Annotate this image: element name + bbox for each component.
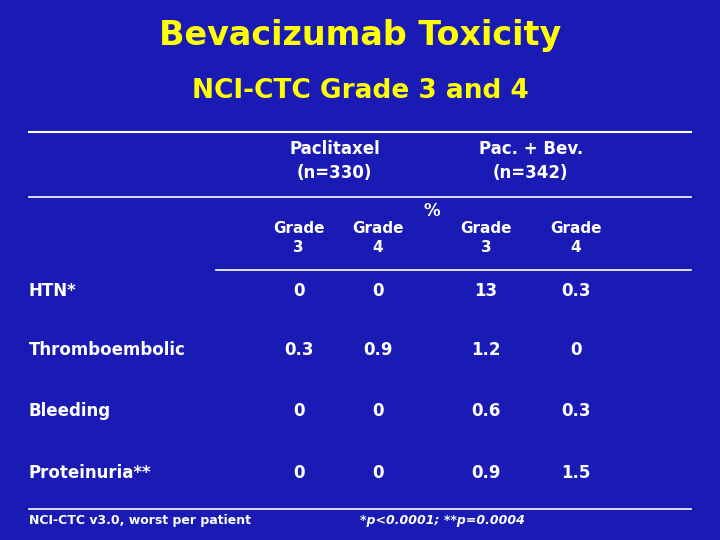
- Text: *p<0.0001; **p=0.0004: *p<0.0001; **p=0.0004: [360, 514, 525, 527]
- Text: 1.2: 1.2: [472, 341, 500, 359]
- Text: %: %: [423, 202, 441, 220]
- Text: Grade
3: Grade 3: [460, 221, 512, 255]
- Text: NCI-CTC v3.0, worst per patient: NCI-CTC v3.0, worst per patient: [29, 514, 251, 527]
- Text: 13: 13: [474, 282, 498, 300]
- Text: 0: 0: [570, 341, 582, 359]
- Text: Grade
4: Grade 4: [352, 221, 404, 255]
- Text: 1.5: 1.5: [562, 464, 590, 482]
- Text: 0: 0: [372, 402, 384, 420]
- Text: 0.3: 0.3: [562, 402, 590, 420]
- Text: Pac. + Bev.
(n=342): Pac. + Bev. (n=342): [479, 140, 582, 182]
- Text: 0: 0: [293, 402, 305, 420]
- Text: Grade
3: Grade 3: [273, 221, 325, 255]
- Text: 0: 0: [293, 282, 305, 300]
- Text: 0.3: 0.3: [562, 282, 590, 300]
- Text: 0: 0: [372, 464, 384, 482]
- Text: 0.9: 0.9: [472, 464, 500, 482]
- Text: Bleeding: Bleeding: [29, 402, 111, 420]
- Text: Grade
4: Grade 4: [550, 221, 602, 255]
- Text: HTN*: HTN*: [29, 282, 76, 300]
- Text: 0.9: 0.9: [364, 341, 392, 359]
- Text: NCI-CTC Grade 3 and 4: NCI-CTC Grade 3 and 4: [192, 78, 528, 104]
- Text: Thromboembolic: Thromboembolic: [29, 341, 186, 359]
- Text: 0.3: 0.3: [284, 341, 313, 359]
- Text: Proteinuria**: Proteinuria**: [29, 464, 151, 482]
- Text: Paclitaxel
(n=330): Paclitaxel (n=330): [289, 140, 380, 182]
- Text: 0: 0: [372, 282, 384, 300]
- Text: Bevacizumab Toxicity: Bevacizumab Toxicity: [159, 19, 561, 52]
- Text: 0.6: 0.6: [472, 402, 500, 420]
- Text: 0: 0: [293, 464, 305, 482]
